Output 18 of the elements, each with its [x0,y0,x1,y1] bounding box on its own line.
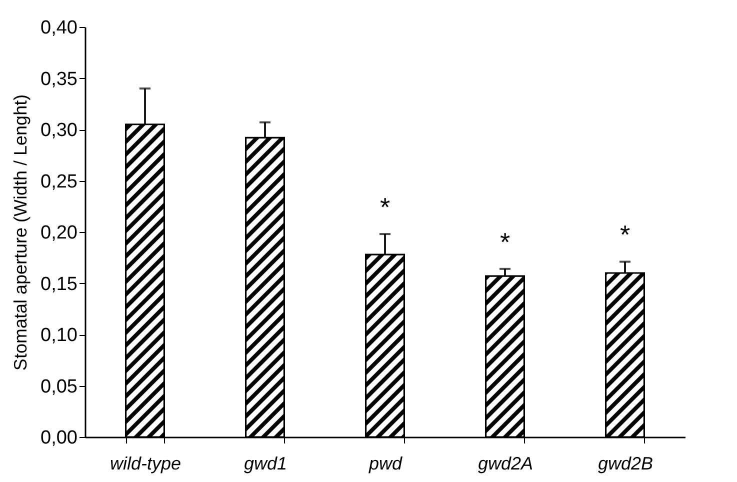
annotation: * [380,192,390,222]
x-tick-label: gwd2B [598,454,654,474]
x-tick-label: gwd1 [244,454,288,474]
y-tick-label: 0,10 [40,325,78,346]
annotation: * [620,220,630,250]
y-axis-title: Stomatal aperture (Width / Lenght) [10,94,31,371]
x-tick-label: pwd [368,454,403,474]
y-tick-label: 0,00 [40,428,78,448]
x-tick-label: gwd2A [478,454,534,474]
y-tick-label: 0,40 [40,18,78,38]
y-tick-label: 0,35 [40,68,78,90]
y-tick-label: 0,05 [40,376,78,398]
y-tick-label: 0,30 [40,120,78,141]
y-tick-label: 0,25 [40,171,78,192]
annotation: * [500,226,510,257]
x-tick-label: wild-type [110,454,182,474]
y-tick-label: 0,15 [40,274,78,295]
y-tick-label: 0,20 [40,222,78,244]
